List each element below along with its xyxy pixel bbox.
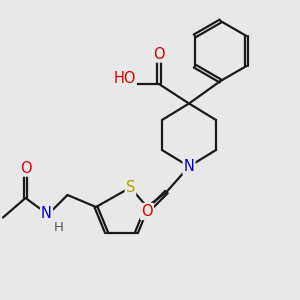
Text: HO: HO bbox=[113, 71, 136, 86]
Text: H: H bbox=[54, 220, 63, 234]
Text: N: N bbox=[41, 206, 52, 220]
Text: O: O bbox=[20, 160, 31, 175]
Text: O: O bbox=[141, 204, 153, 219]
Text: S: S bbox=[126, 180, 135, 195]
Text: N: N bbox=[184, 159, 194, 174]
Text: O: O bbox=[153, 46, 165, 62]
